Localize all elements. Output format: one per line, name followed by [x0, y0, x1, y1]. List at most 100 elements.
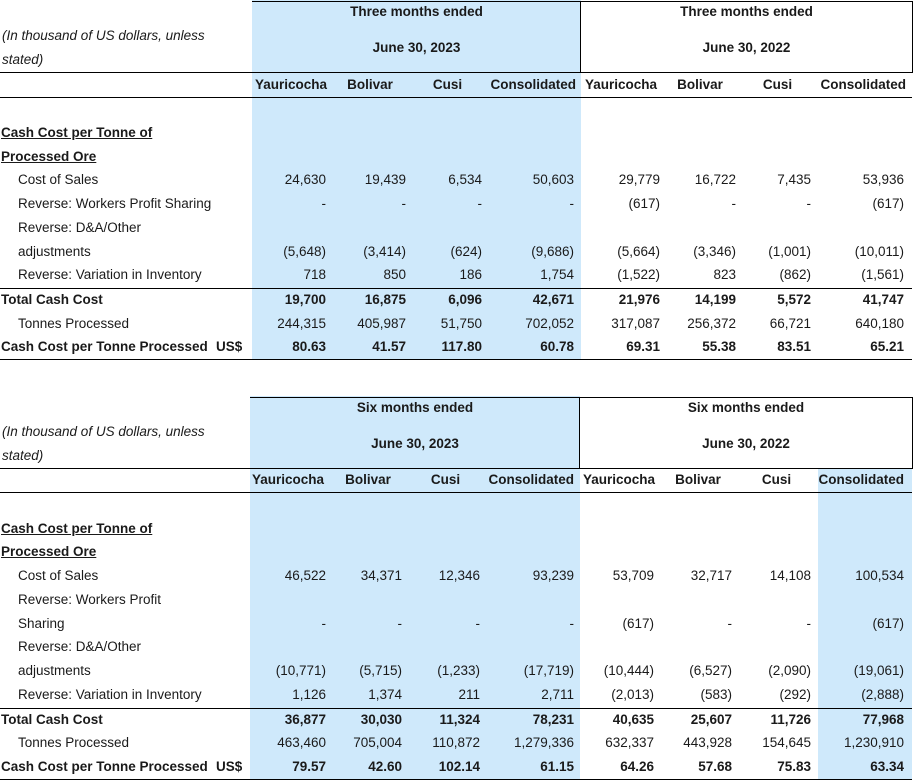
highlight-current-period	[252, 0, 581, 360]
column-header: Yauricocha	[252, 472, 325, 487]
cell: 36,877	[284, 712, 326, 727]
cell: 16,722	[694, 172, 736, 187]
cell: (3,414)	[363, 244, 406, 259]
cell: -	[321, 196, 327, 211]
highlight-current-period	[250, 396, 580, 779]
column-header: Yauricocha	[585, 77, 658, 92]
cell: 405,987	[357, 316, 406, 331]
column-header: Cusi	[762, 77, 793, 92]
cell: (17,719)	[523, 663, 574, 678]
cell: 718	[303, 267, 326, 282]
period-prior-header: Three months ended	[680, 4, 813, 19]
cell: 850	[383, 267, 406, 282]
cell: 640,180	[855, 316, 904, 331]
date-current-header: June 30, 2023	[372, 40, 461, 55]
column-header: Bolivar	[347, 77, 393, 92]
cell: (1,522)	[617, 267, 660, 282]
section-title-line-2: Processed Ore	[1, 149, 97, 164]
cell: -	[397, 616, 403, 631]
cell: (10,444)	[603, 663, 654, 678]
cell: (2,013)	[611, 687, 654, 702]
cell: 46,522	[284, 568, 326, 583]
cell: 705,004	[353, 735, 402, 750]
row-label: Total Cash Cost	[1, 712, 103, 727]
cell: -	[477, 196, 483, 211]
cell: -	[569, 196, 575, 211]
period-prior-header: Six months ended	[687, 400, 805, 415]
cell: 75.83	[777, 759, 811, 774]
section-title-line-2: Processed Ore	[1, 544, 97, 559]
cell: 63.34	[870, 759, 904, 774]
row-unit: US$	[216, 759, 243, 774]
cell: 102.14	[438, 759, 480, 774]
row-label-line-1: Reverse: D&A/Other	[18, 639, 142, 654]
row-label: Reverse: Workers Profit Sharing	[18, 196, 212, 211]
cell: 154,645	[762, 735, 811, 750]
cell: 244,315	[277, 316, 326, 331]
row-label: Total Cash Cost	[1, 292, 103, 307]
cell: (5,715)	[359, 663, 402, 678]
cell: (5,664)	[617, 244, 660, 259]
cell: 16,875	[364, 292, 406, 307]
cell: (862)	[779, 267, 811, 282]
column-header: Consolidated	[818, 472, 904, 487]
cell: 78,231	[532, 712, 574, 727]
cell: 93,239	[532, 568, 574, 583]
row-label-line-1: Reverse: D&A/Other	[18, 220, 142, 235]
date-current-header: June 30, 2023	[371, 436, 459, 451]
cell: (1,233)	[437, 663, 480, 678]
cell: -	[727, 616, 733, 631]
cell: (2,888)	[861, 687, 904, 702]
cell: 117.80	[441, 339, 482, 354]
cell: (3,346)	[693, 244, 736, 259]
cell: (10,011)	[854, 244, 904, 259]
cell: 11,324	[439, 712, 480, 727]
cell: -	[731, 196, 737, 211]
cell: (19,061)	[853, 663, 904, 678]
column-header: Bolivar	[677, 77, 723, 92]
cell: 24,630	[284, 172, 326, 187]
cell: 632,337	[605, 735, 654, 750]
cell: 42.60	[368, 759, 402, 774]
cell: 14,199	[694, 292, 736, 307]
cell: 2,711	[541, 687, 574, 702]
cell: 77,968	[862, 712, 904, 727]
cell: 55.38	[702, 339, 736, 354]
cell: (617)	[622, 616, 654, 631]
row-label: Reverse: Variation in Inventory	[18, 687, 202, 702]
highlight-prior-consolidated	[818, 468, 912, 779]
cell: 6,096	[448, 292, 482, 307]
cell: 41,747	[862, 292, 904, 307]
column-header: Consolidated	[488, 472, 574, 487]
cell: 21,976	[618, 292, 660, 307]
cell: 12,346	[438, 568, 480, 583]
cell: 34,371	[360, 568, 402, 583]
cell: 50,603	[532, 172, 574, 187]
cell: 40,635	[612, 712, 654, 727]
units-note-line-2: stated)	[2, 448, 44, 463]
cell: 79.57	[292, 759, 326, 774]
cell: (583)	[700, 687, 732, 702]
section-title-line-1: Cash Cost per Tonne of	[1, 521, 153, 536]
cell: 25,607	[690, 712, 732, 727]
cell: 1,230,910	[843, 735, 904, 750]
cell: 53,936	[862, 172, 904, 187]
cell: 19,439	[364, 172, 406, 187]
cell: 100,534	[855, 568, 904, 583]
cell: -	[401, 196, 407, 211]
cell: -	[569, 616, 575, 631]
cell: (624)	[450, 244, 482, 259]
row-label: Tonnes Processed	[18, 735, 130, 750]
column-header: Consolidated	[490, 77, 576, 92]
cell: 702,052	[525, 316, 574, 331]
cell: 60.78	[540, 339, 574, 354]
cell: 7,435	[777, 172, 811, 187]
cell: 1,126	[292, 687, 326, 702]
cell: 1,279,336	[513, 735, 574, 750]
cell: 19,700	[284, 292, 326, 307]
cell: 1,754	[540, 267, 574, 282]
cell: 1,374	[368, 687, 402, 702]
cell: 6,534	[448, 172, 482, 187]
cell: 57.68	[698, 759, 732, 774]
column-header: Yauricocha	[583, 472, 656, 487]
